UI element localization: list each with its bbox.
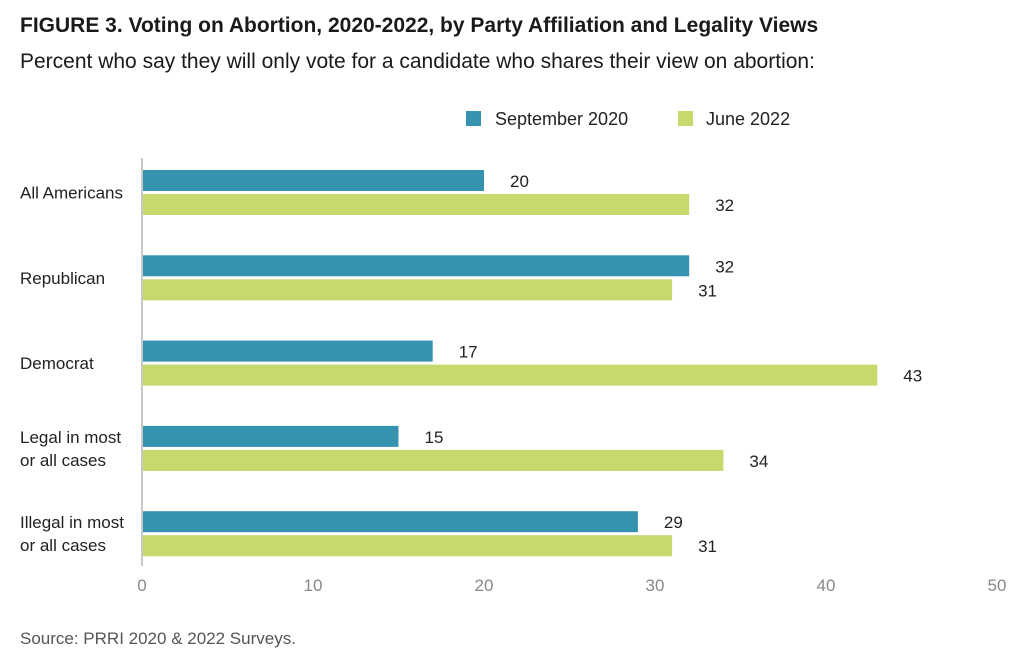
x-tick-0: 0 [137,576,146,595]
data-label-0-4: 29 [664,513,683,532]
x-tick-2: 20 [475,576,494,595]
bar-0-2 [142,340,433,362]
bar-0-3 [142,425,399,447]
data-label-0-3: 15 [425,428,444,447]
source-note: Source: PRRI 2020 & 2022 Surveys. [20,629,296,648]
legend-label-0: September 2020 [495,109,628,129]
x-tick-4: 40 [817,576,836,595]
legend-swatch-0 [466,111,481,126]
data-label-1-1: 31 [698,281,717,300]
category-label-3-0: Legal in most [20,428,121,447]
bar-1-0 [142,194,690,215]
bar-1-1 [142,279,673,301]
category-label-3-1: or all cases [20,451,106,470]
category-label-1-0: Republican [20,269,105,288]
bar-0-4 [142,511,638,533]
chart-title: FIGURE 3. Voting on Abortion, 2020-2022,… [20,14,819,37]
data-label-1-4: 31 [698,537,717,556]
chart-subtitle: Percent who say they will only vote for … [20,50,815,73]
bar-1-3 [142,449,724,471]
x-tick-1: 10 [304,576,323,595]
legend-swatch-1 [678,111,693,126]
bar-0-0 [142,170,484,191]
data-label-1-3: 34 [749,452,768,471]
bar-1-4 [142,535,673,557]
category-label-2-0: Democrat [20,354,94,373]
legend: September 2020 June 2022 [466,109,790,129]
x-tick-3: 30 [646,576,665,595]
category-labels: All Americans Republican Democrat Legal in … [20,184,124,556]
data-label-1-0: 32 [715,196,734,215]
data-label-0-1: 32 [715,257,734,276]
legend-label-1: June 2022 [706,109,790,129]
data-label-0-2: 17 [459,343,478,362]
x-tick-5: 50 [988,576,1007,595]
bar-1-2 [142,364,878,386]
bar-0-1 [142,255,690,277]
data-label-1-2: 43 [903,367,922,386]
bars: 20 32 32 31 17 43 15 34 29 31 [142,170,922,557]
data-label-0-0: 20 [510,172,529,191]
category-label-4-1: or all cases [20,536,106,555]
category-label-4-0: Illegal in most [20,513,124,532]
category-label-0-0: All Americans [20,184,123,203]
x-axis-ticks: 0 10 20 30 40 50 [137,576,1006,595]
